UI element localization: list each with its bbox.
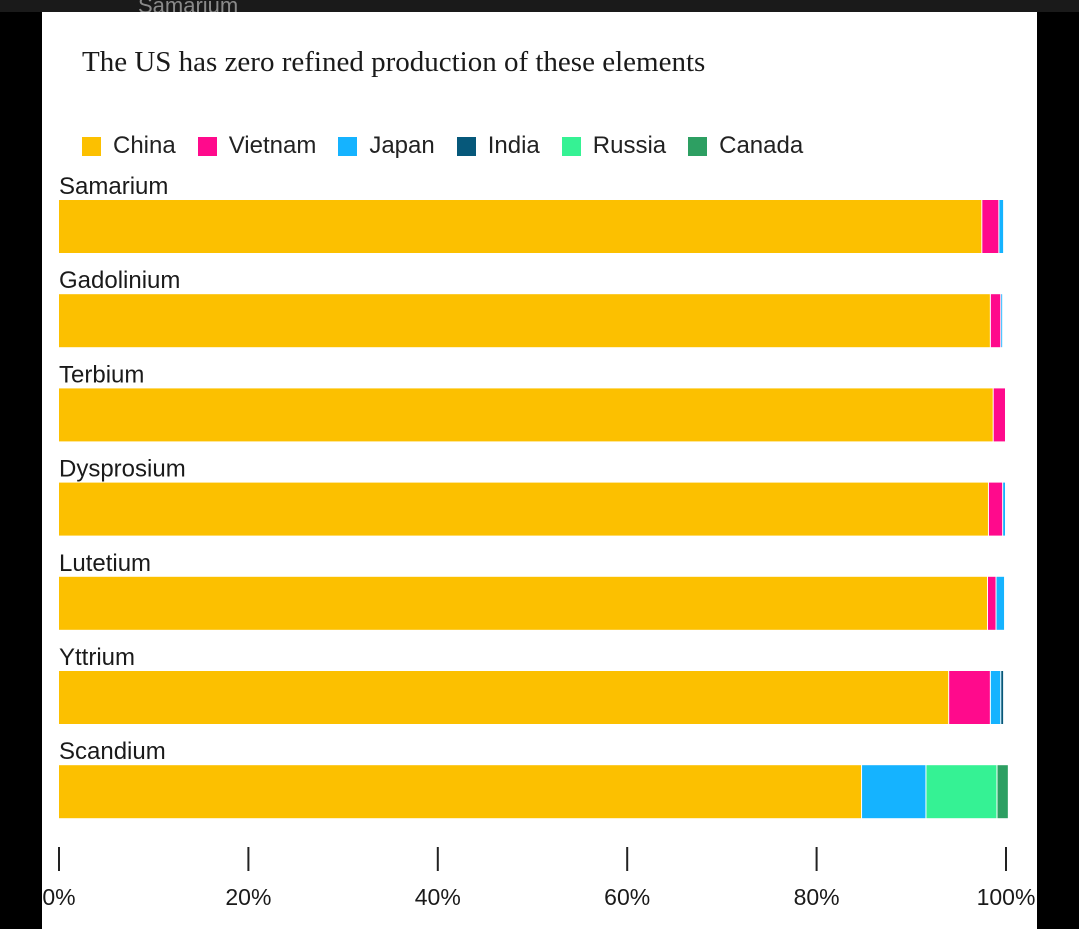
right-margin [1037,0,1079,929]
bar-segment-dysprosium-china [59,482,988,536]
previous-chart-label-cut: Samarium [138,0,238,12]
chart-title: The US has zero refined production of th… [82,46,706,78]
legend-swatch-russia [561,136,581,156]
legend-swatch-canada [688,136,708,156]
bar-segment-lutetium-japan [996,576,1005,630]
legend-label-india: India [487,132,540,159]
bar-segment-gadolinium-vietnam [990,294,1001,348]
bar-segment-scandium-china [59,765,862,819]
bar-segment-samarium-japan [999,200,1004,253]
legend-item-russia: Russia [561,132,667,160]
x-tick-label-60: 60% [604,884,650,910]
bar-segment-yttrium-vietnam [949,671,990,724]
category-label-lutetium: Lutetium [59,550,151,577]
bar-segment-lutetium-china [59,576,988,630]
category-label-dysprosium: Dysprosium [59,456,186,483]
bar-segment-dysprosium-japan [1003,482,1005,536]
legend-item-india: India [456,132,540,160]
category-label-terbium: Terbium [59,361,144,388]
legend-item-canada: Canada [688,132,803,160]
stacked-bar-chart: Samarium Gadolinium Terbium Dysprosium Lutet… [42,173,1036,910]
bar-segment-dysprosium-vietnam [988,482,1003,536]
bar-segment-scandium-canada [997,765,1008,819]
legend-item-japan: Japan [338,132,435,160]
x-tick-label-20: 20% [225,884,271,910]
category-label-scandium: Scandium [59,738,166,765]
bar-segment-lutetium-vietnam [988,576,996,630]
legend-item-china: China [82,132,176,160]
legend-swatch-india [456,136,476,156]
legend-label-vietnam: Vietnam [228,132,317,159]
legend-label-china: China [113,132,176,159]
x-tick-label-0: 0% [42,884,75,910]
bar-segment-scandium-japan [862,765,926,819]
legend-label-canada: Canada [719,132,804,159]
top-strip [0,0,1079,12]
legend: China Vietnam Japan India Russia Canada [82,132,825,160]
bar-segment-samarium-vietnam [982,200,999,253]
legend-label-russia: Russia [592,132,667,159]
left-margin [0,0,42,929]
chart-card: Samarium The US has zero refined product… [42,0,1037,929]
bar-segment-terbium-china [59,388,993,442]
bar-segment-terbium-vietnam [993,388,1005,442]
category-label-gadolinium: Gadolinium [59,267,180,294]
bar-segment-yttrium-japan [990,671,1001,724]
legend-swatch-japan [338,136,358,156]
legend-label-japan: Japan [369,132,435,159]
category-label-samarium: Samarium [59,173,168,200]
bar-segment-yttrium-china [59,671,949,724]
bar-segment-gadolinium-japan [1001,294,1003,348]
legend-item-vietnam: Vietnam [197,132,317,160]
x-tick-label-80: 80% [794,884,840,910]
bar-segment-gadolinium-china [59,294,990,348]
bar-segment-scandium-russia [926,765,997,819]
legend-swatch-china [82,136,101,156]
x-tick-label-100: 100% [977,884,1036,910]
bar-segment-yttrium-india [1001,671,1004,724]
legend-swatch-vietnam [197,136,217,156]
x-tick-label-40: 40% [415,884,461,910]
category-label-yttrium: Yttrium [59,644,135,671]
bar-segment-samarium-china [59,200,982,253]
